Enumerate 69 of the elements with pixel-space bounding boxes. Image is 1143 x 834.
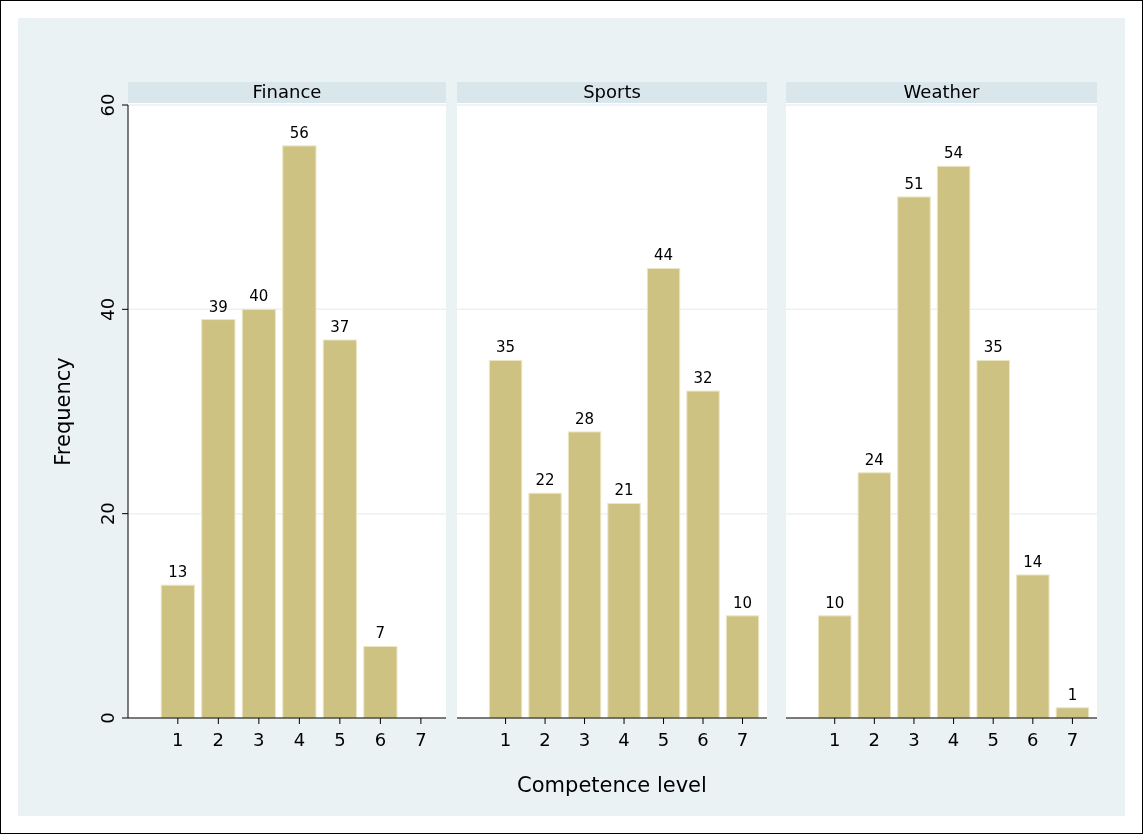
data-label: 22 bbox=[535, 471, 555, 490]
data-label: 14 bbox=[1023, 552, 1043, 571]
x-tick-label: 7 bbox=[1066, 729, 1079, 750]
bar bbox=[725, 615, 760, 719]
bar bbox=[936, 165, 971, 719]
x-tick-label: 6 bbox=[374, 729, 387, 750]
bar bbox=[646, 267, 681, 719]
data-label: 51 bbox=[904, 174, 924, 193]
data-label: 1 bbox=[1067, 685, 1078, 704]
chart-title: Finance bbox=[252, 81, 322, 102]
data-label: 24 bbox=[864, 450, 884, 469]
bar bbox=[1016, 574, 1050, 719]
bar bbox=[857, 472, 892, 719]
x-tick-label: 7 bbox=[736, 729, 749, 750]
x-tick-label: 4 bbox=[618, 729, 630, 750]
x-tick-label: 1 bbox=[172, 729, 184, 750]
bar bbox=[322, 339, 357, 719]
data-label: 10 bbox=[825, 593, 845, 612]
chart-title: Weather bbox=[903, 81, 980, 102]
x-tick-label: 5 bbox=[657, 729, 670, 750]
x-tick-label: 3 bbox=[578, 729, 591, 750]
bar bbox=[241, 308, 276, 719]
x-tick-label: 2 bbox=[868, 729, 881, 750]
bar bbox=[363, 645, 398, 719]
data-label: 35 bbox=[496, 338, 516, 357]
x-tick-label: 4 bbox=[293, 729, 306, 750]
bar bbox=[686, 390, 720, 719]
x-tick-label: 2 bbox=[539, 729, 551, 750]
x-tick-label: 5 bbox=[987, 729, 999, 750]
data-label: 40 bbox=[249, 287, 269, 306]
y-tick-label: 40 bbox=[97, 297, 118, 321]
x-tick-label: 5 bbox=[334, 729, 346, 750]
bar bbox=[282, 145, 317, 719]
bar bbox=[567, 431, 602, 719]
data-label: 32 bbox=[693, 369, 713, 388]
x-tick-label: 3 bbox=[908, 729, 920, 750]
data-label: 56 bbox=[289, 123, 309, 142]
data-label: 54 bbox=[944, 144, 964, 163]
data-label: 13 bbox=[168, 563, 188, 582]
x-tick-label: 7 bbox=[415, 729, 427, 750]
x-tick-label: 4 bbox=[947, 729, 960, 750]
data-label: 44 bbox=[653, 246, 674, 265]
bar bbox=[160, 584, 195, 719]
data-label: 35 bbox=[983, 338, 1003, 357]
data-label: 37 bbox=[330, 317, 350, 336]
x-tick-label: 1 bbox=[499, 729, 512, 750]
data-label: 7 bbox=[375, 624, 386, 643]
y-axis-title: Frequency bbox=[51, 357, 75, 466]
x-tick-label: 2 bbox=[212, 729, 225, 750]
chart-title: Sports bbox=[583, 81, 641, 102]
data-label: 21 bbox=[614, 481, 634, 500]
x-axis-title: Competence level bbox=[517, 773, 707, 797]
bar bbox=[817, 615, 852, 719]
data-label: 10 bbox=[732, 593, 753, 612]
x-tick-label: 6 bbox=[1027, 729, 1039, 750]
data-label: 28 bbox=[575, 409, 595, 428]
x-tick-label: 6 bbox=[697, 729, 709, 750]
data-label: 39 bbox=[208, 297, 228, 316]
y-tick-label: 20 bbox=[97, 502, 118, 526]
bar bbox=[976, 359, 1010, 719]
y-tick-label: 0 bbox=[97, 712, 118, 724]
bar bbox=[528, 492, 562, 719]
x-tick-label: 3 bbox=[253, 729, 265, 750]
bar bbox=[488, 359, 523, 719]
bar bbox=[201, 319, 236, 719]
y-tick-label: 60 bbox=[97, 93, 118, 117]
bar bbox=[607, 502, 641, 719]
bar bbox=[897, 196, 931, 719]
x-tick-label: 1 bbox=[829, 729, 841, 750]
